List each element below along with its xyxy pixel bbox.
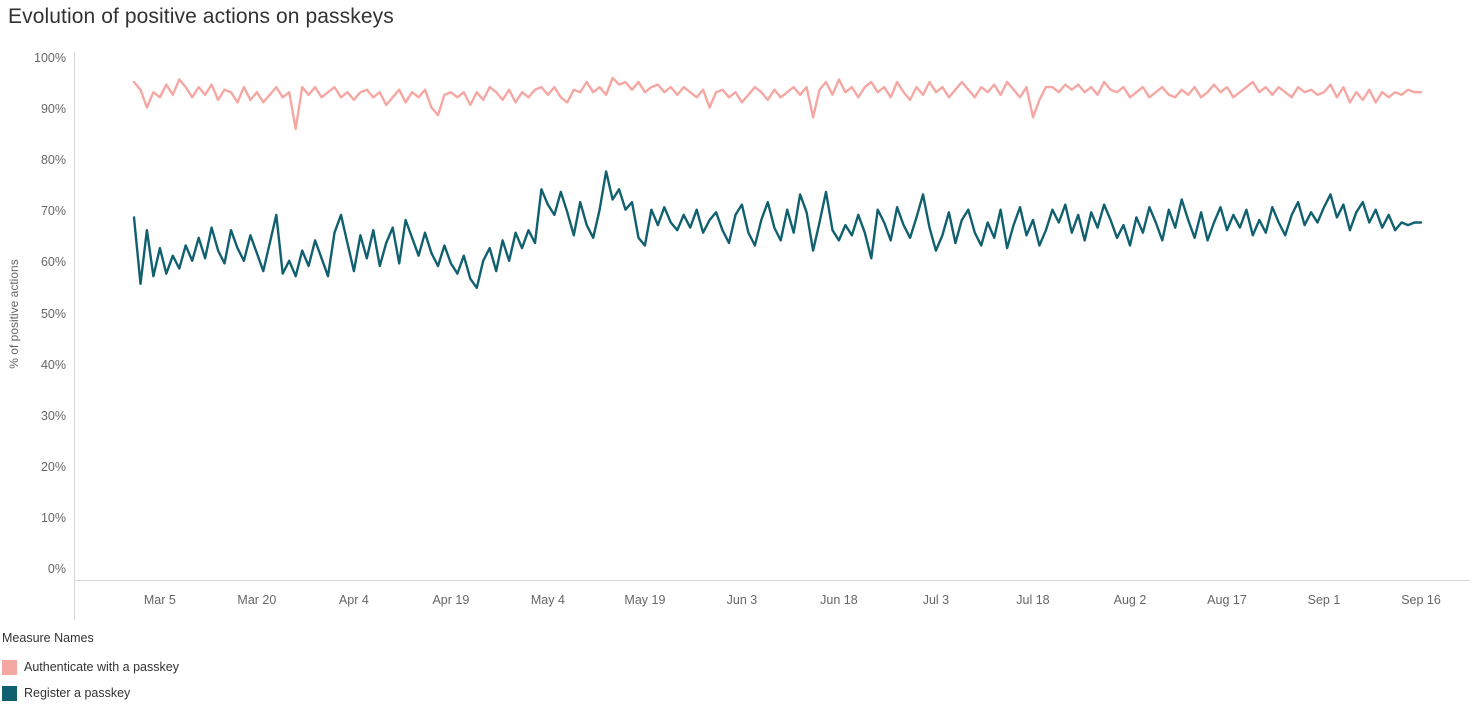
legend-swatch-authenticate xyxy=(2,659,17,675)
legend-swatch-register xyxy=(2,685,17,701)
x-tick-label: Sep 1 xyxy=(1307,593,1341,607)
legend-label-authenticate: Authenticate with a passkey xyxy=(24,660,179,674)
y-tick-label: 60% xyxy=(40,255,66,270)
x-tick-label: May 19 xyxy=(624,593,666,607)
x-tick-label: Jun 18 xyxy=(820,593,858,607)
y-tick-label: 50% xyxy=(40,306,66,321)
y-tick-label: 20% xyxy=(40,459,66,474)
x-tick-label: Apr 4 xyxy=(338,593,369,607)
x-tick-label: Mar 20 xyxy=(237,593,277,607)
y-tick-label: 30% xyxy=(40,408,66,423)
x-tick-label: Mar 5 xyxy=(143,593,176,607)
y-tick-label: 80% xyxy=(40,153,66,168)
x-tick-label: Jun 3 xyxy=(726,593,758,607)
series-line-authenticate[interactable] xyxy=(132,76,1423,131)
legend: Measure Names Authenticate with a passke… xyxy=(2,631,179,706)
y-tick-label: 100% xyxy=(34,51,66,65)
x-tick-label: Jul 3 xyxy=(922,593,950,607)
legend-item-register[interactable]: Register a passkey xyxy=(2,680,179,706)
y-tick-label: 70% xyxy=(40,204,66,219)
x-tick-label: Aug 17 xyxy=(1207,593,1247,607)
x-tick-label: Sep 16 xyxy=(1401,593,1441,607)
y-tick-label: 90% xyxy=(40,102,66,117)
x-tick-label: May 4 xyxy=(530,593,565,607)
x-tick-label: Aug 2 xyxy=(1113,593,1147,607)
y-axis-ticks: 0% 10% 20% 30% 40% 50% 60% 70% 80% 90% 100% xyxy=(0,0,66,711)
legend-title: Measure Names xyxy=(2,631,94,645)
legend-item-authenticate[interactable]: Authenticate with a passkey xyxy=(2,654,179,680)
chart-title: Evolution of positive actions on passkey… xyxy=(8,5,394,28)
y-tick-label: 0% xyxy=(47,562,66,576)
x-tick-label: Apr 19 xyxy=(432,593,470,607)
x-tick-label: Jul 18 xyxy=(1016,593,1050,607)
legend-label-register: Register a passkey xyxy=(24,686,131,700)
y-tick-label: 10% xyxy=(40,510,66,525)
y-tick-label: 40% xyxy=(40,357,66,372)
series-line-register[interactable] xyxy=(132,170,1423,290)
